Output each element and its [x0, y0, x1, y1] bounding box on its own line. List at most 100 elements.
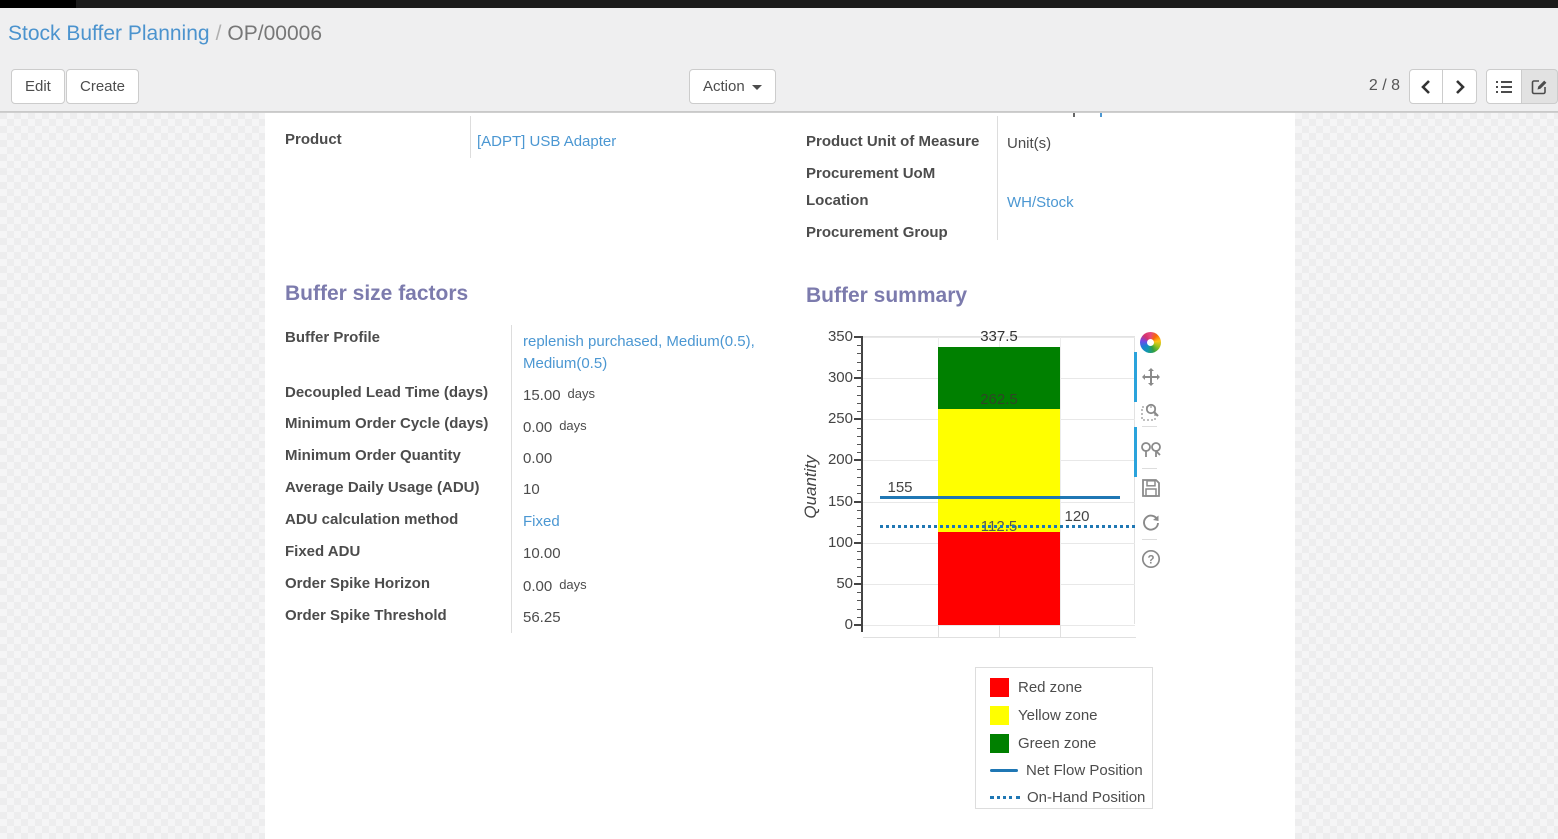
- pager-next-button[interactable]: [1443, 69, 1477, 104]
- y-tick-label: 350: [827, 328, 853, 345]
- y-axis-minor-tick: [857, 427, 862, 429]
- y-tick-label: 250: [827, 410, 853, 428]
- product-uom-label: Product Unit of Measure: [806, 133, 980, 150]
- fixed-adu-value: 10.00: [523, 545, 561, 562]
- decoupled-lead-time-label: Decoupled Lead Time (days): [285, 384, 489, 401]
- adu-method-label: ADU calculation method: [285, 511, 459, 528]
- y-axis-minor-tick: [857, 394, 862, 396]
- y-tick-label: 100: [827, 533, 853, 551]
- green-swatch-icon: [990, 733, 1009, 753]
- location-value-link[interactable]: WH/Stock: [1007, 194, 1074, 211]
- min-order-quantity-value: 0.00: [523, 450, 553, 467]
- hover-compare-icon[interactable]: [1141, 440, 1161, 460]
- y-axis-minor-tick: [857, 485, 862, 487]
- x-tick: [1060, 625, 1061, 637]
- product-value-link[interactable]: [ADPT] USB Adapter: [477, 133, 617, 150]
- y-axis-minor-tick: [857, 361, 862, 363]
- legend-item-on-hand[interactable]: On-Hand Position: [990, 787, 1145, 807]
- form-edit-icon: [1531, 80, 1547, 95]
- y-axis-minor-tick: [857, 452, 862, 454]
- control-panel: Stock Buffer Planning / OP/00006 Edit Crea…: [0, 8, 1558, 112]
- x-axis-line: [863, 637, 1136, 638]
- unit-days: days: [559, 418, 587, 433]
- location-label: Location: [806, 192, 869, 209]
- min-order-quantity-label: Minimum Order Quantity: [285, 447, 461, 464]
- y-axis-minor-tick: [857, 476, 862, 478]
- action-dropdown-button[interactable]: Action: [689, 69, 776, 104]
- buffer-size-factors-title: Buffer size factors: [285, 282, 469, 305]
- on-hand-position-line: [880, 525, 1135, 529]
- y-axis-tick: [854, 582, 862, 585]
- y-axis-minor-tick: [857, 345, 862, 347]
- modebar-separator: [1142, 539, 1157, 540]
- decoupled-lead-time-value: 15.00 days: [523, 386, 596, 404]
- y-axis-minor-tick: [857, 402, 862, 404]
- y-axis-tick: [854, 541, 862, 544]
- buffer-summary-title: Buffer summary: [806, 284, 968, 307]
- y-axis-tick: [854, 624, 862, 626]
- order-spike-horizon-value: 0.00 days: [523, 577, 587, 595]
- y-axis-minor-tick: [857, 559, 862, 561]
- y-axis-title: Quantity: [801, 455, 820, 519]
- y-axis-minor-tick: [857, 411, 862, 413]
- adu-method-value-link[interactable]: Fixed: [523, 513, 560, 530]
- y-axis-minor-tick: [857, 518, 862, 520]
- create-button[interactable]: Create: [66, 69, 140, 104]
- x-tick: [938, 625, 939, 637]
- dotted-line-icon: [990, 795, 1020, 799]
- y-axis-minor-tick: [857, 616, 862, 618]
- y-axis-minor-tick: [857, 526, 862, 528]
- y-axis-tick: [854, 418, 862, 421]
- product-label: Product: [285, 131, 342, 148]
- y-axis-minor-tick: [857, 567, 862, 569]
- legend-item-net-flow[interactable]: Net Flow Position: [990, 760, 1143, 780]
- y-axis-minor-tick: [857, 592, 862, 594]
- y-axis-minor-tick: [857, 608, 862, 610]
- y-axis-minor-tick: [857, 443, 862, 445]
- y-axis-minor-tick: [857, 493, 862, 495]
- save-icon[interactable]: [1141, 478, 1161, 498]
- buffer-profile-value-link[interactable]: replenish purchased, Medium(0.5), Medium…: [523, 333, 755, 372]
- box-zoom-icon[interactable]: [1141, 401, 1161, 421]
- unit-days: days: [559, 577, 587, 592]
- green-zone-bar: [938, 347, 1060, 409]
- legend-item-red-zone[interactable]: Red zone: [990, 677, 1082, 697]
- y-tick-label: 300: [827, 369, 853, 387]
- min-order-cycle-label: Minimum Order Cycle (days): [285, 415, 489, 432]
- reset-axes-icon[interactable]: [1141, 513, 1161, 533]
- breadcrumb: Stock Buffer Planning / OP/00006: [8, 22, 322, 46]
- legend-item-yellow-zone[interactable]: Yellow zone: [990, 705, 1098, 725]
- order-spike-threshold-label: Order Spike Threshold: [285, 607, 447, 624]
- chart-legend[interactable]: Red zone Yellow zone Green zone Net Flow…: [975, 667, 1153, 809]
- help-icon[interactable]: ?: [1141, 549, 1161, 569]
- pager-buttons: [1409, 69, 1477, 104]
- y-axis-minor-tick: [857, 468, 862, 470]
- adu-value: 10: [523, 481, 540, 498]
- x-tick: [999, 625, 1000, 637]
- min-order-cycle-value: 0.00 days: [523, 418, 587, 436]
- legend-item-green-zone[interactable]: Green zone: [990, 733, 1096, 753]
- edit-button[interactable]: Edit: [11, 69, 65, 104]
- form-view-button[interactable]: [1522, 69, 1558, 104]
- cell-separator: [470, 116, 471, 158]
- red-swatch-icon: [990, 677, 1009, 697]
- fixed-adu-label: Fixed ADU: [285, 543, 361, 560]
- modebar-active-indicator: [1134, 427, 1137, 477]
- breadcrumb-parent-link[interactable]: Stock Buffer Planning: [8, 22, 210, 45]
- order-spike-threshold-value: 56.25: [523, 609, 561, 626]
- pager-counter: 2 / 8: [1368, 77, 1400, 94]
- modebar-separator: [1142, 426, 1157, 427]
- unit-days: days: [567, 386, 596, 401]
- net-flow-position-label: 155: [887, 479, 913, 497]
- y-tick-label: 200: [827, 451, 853, 469]
- navbar-active-segment: [0, 0, 76, 8]
- svg-text:?: ?: [1147, 555, 1154, 567]
- y-axis-minor-tick: [857, 386, 862, 388]
- plotly-logo-icon[interactable]: [1140, 332, 1161, 353]
- y-axis-minor-tick: [857, 369, 862, 371]
- pager-previous-button[interactable]: [1409, 69, 1443, 104]
- buffer-zones-chart[interactable]: 0 50 100 150 200 250 300 350 337.5 262.5 112.5 155 1…: [828, 328, 1135, 633]
- list-view-button[interactable]: [1486, 69, 1522, 104]
- pan-icon[interactable]: [1141, 367, 1161, 387]
- y-axis-minor-tick: [857, 600, 862, 602]
